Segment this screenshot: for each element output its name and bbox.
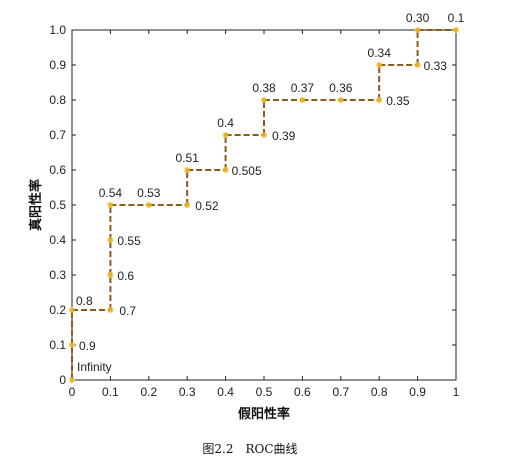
threshold-label: 0.8 bbox=[76, 294, 93, 308]
y-tick-label: 0.2 bbox=[49, 303, 66, 317]
roc-point-marker bbox=[69, 307, 75, 313]
y-tick-label: 0.6 bbox=[49, 163, 66, 177]
threshold-label: 0.7 bbox=[119, 304, 136, 318]
roc-curve bbox=[71, 29, 456, 380]
threshold-label: 0.37 bbox=[291, 81, 315, 95]
threshold-label: 0.55 bbox=[117, 234, 141, 248]
roc-point-marker bbox=[222, 167, 229, 173]
threshold-label: 0.53 bbox=[137, 186, 161, 200]
x-axis-title: 假阳性率 bbox=[238, 406, 290, 422]
y-tick-label: 0.7 bbox=[49, 128, 66, 142]
x-tick-label: 0.2 bbox=[140, 385, 157, 399]
y-tick-label: 0.3 bbox=[49, 268, 66, 282]
roc-point-marker bbox=[69, 377, 75, 383]
x-tick-label: 0.1 bbox=[102, 385, 119, 399]
threshold-label: 0.505 bbox=[232, 164, 262, 178]
roc-point-marker bbox=[107, 307, 114, 313]
threshold-label: 0.34 bbox=[368, 46, 392, 60]
threshold-label: 0.35 bbox=[386, 94, 410, 108]
roc-point-marker bbox=[261, 97, 267, 103]
threshold-label: 0.51 bbox=[176, 151, 200, 165]
roc-point-marker bbox=[337, 97, 344, 103]
threshold-label: 0.36 bbox=[329, 81, 353, 95]
x-tick-label: 0.5 bbox=[256, 385, 273, 399]
threshold-label: 0.52 bbox=[195, 199, 219, 213]
y-tick-label: 0.5 bbox=[49, 198, 66, 212]
roc-point-marker bbox=[107, 202, 114, 208]
y-tick-label: 0.8 bbox=[49, 93, 66, 107]
roc-point-marker bbox=[414, 27, 421, 33]
roc-point-marker bbox=[453, 27, 459, 33]
y-tick-label: 0.9 bbox=[49, 58, 66, 72]
threshold-label: 0.33 bbox=[424, 59, 448, 73]
threshold-label: Infinity bbox=[77, 360, 112, 374]
roc-point-marker bbox=[184, 167, 191, 173]
y-tick-label: 0 bbox=[59, 373, 66, 387]
roc-point-marker bbox=[261, 132, 267, 138]
roc-point-marker bbox=[376, 62, 383, 68]
x-tick-label: 0 bbox=[69, 385, 76, 399]
y-tick-label: 1.0 bbox=[49, 23, 66, 37]
threshold-label: 0.54 bbox=[99, 186, 123, 200]
roc-point-marker bbox=[299, 97, 306, 103]
x-tick-label: 0.6 bbox=[294, 385, 311, 399]
roc-point-marker bbox=[107, 237, 114, 243]
roc-point-marker bbox=[107, 272, 114, 278]
threshold-labels: Infinity 0.9 0.8 0.7 0.6 0.55 0.54 0.53 0.52 0.51… bbox=[76, 11, 465, 374]
threshold-label: 0.9 bbox=[79, 339, 96, 353]
threshold-label: 0.6 bbox=[117, 269, 134, 283]
x-tick-label: 0.7 bbox=[332, 385, 349, 399]
threshold-label: 0.38 bbox=[252, 81, 276, 95]
roc-point-marker bbox=[414, 62, 421, 68]
x-tick-label: 0.9 bbox=[409, 385, 426, 399]
roc-point-marker bbox=[145, 202, 152, 208]
x-tick-label: 0.4 bbox=[217, 385, 234, 399]
x-tick-label: 0.3 bbox=[179, 385, 196, 399]
x-tick-label: 1 bbox=[453, 385, 460, 399]
roc-markers bbox=[69, 27, 459, 383]
roc-point-marker bbox=[184, 202, 191, 208]
axis-ticks: 0 0.1 0.2 0.3 0.4 0.5 0.6 0.7 0.8 0.9 1 0 0.1 0.2 0.3 0… bbox=[49, 23, 459, 399]
threshold-label: 0.1 bbox=[448, 11, 465, 25]
threshold-label: 0.39 bbox=[272, 129, 296, 143]
y-tick-label: 0.1 bbox=[49, 338, 66, 352]
threshold-label: 0.4 bbox=[217, 116, 234, 130]
roc-point-marker bbox=[69, 342, 75, 348]
y-axis-title: 真阳性率 bbox=[28, 179, 44, 231]
roc-point-marker bbox=[222, 132, 229, 138]
y-tick-label: 0.4 bbox=[49, 233, 66, 247]
figure-caption: 图2.2 ROC曲线 bbox=[202, 442, 297, 456]
x-tick-label: 0.8 bbox=[371, 385, 388, 399]
roc-point-marker bbox=[376, 97, 383, 103]
threshold-label: 0.30 bbox=[406, 11, 430, 25]
